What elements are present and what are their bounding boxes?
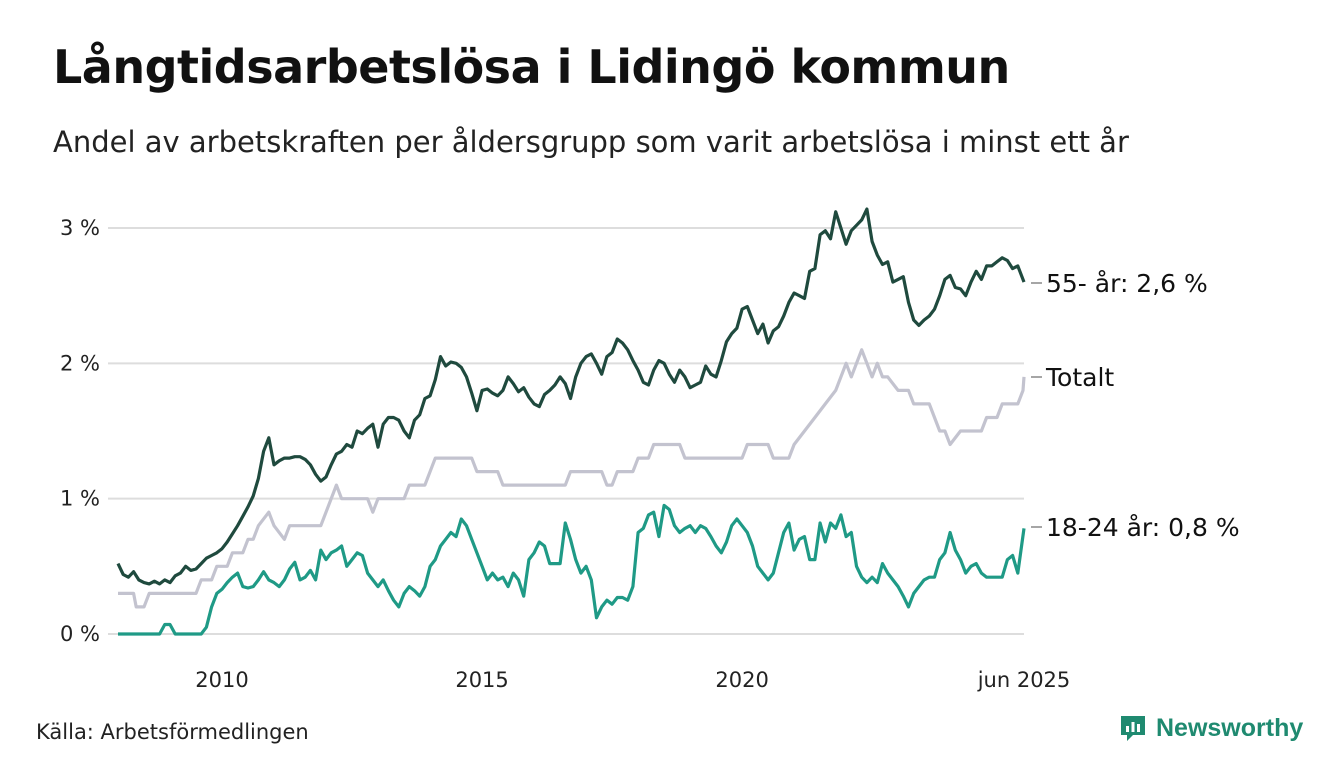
y-axis-ticks: 0 % 1 % 2 % 3 % bbox=[60, 216, 100, 646]
y-tick-label-2: 2 % bbox=[60, 351, 100, 375]
x-axis-ticks: 2010 2015 2020 jun 2025 bbox=[195, 668, 1070, 692]
x-tick-label-0: 2010 bbox=[195, 668, 248, 692]
series-line-2 bbox=[118, 503, 1026, 636]
source-note: Källa: Arbetsförmedlingen bbox=[36, 720, 309, 744]
x-tick-label-3: jun 2025 bbox=[977, 668, 1071, 692]
end-labels: 55- år: 2,6 % Totalt 18-24 år: 0,8 % bbox=[1031, 269, 1240, 542]
x-tick-label-1: 2015 bbox=[455, 668, 508, 692]
x-tick-label-2: 2020 bbox=[715, 668, 768, 692]
newsworthy-logo-icon bbox=[1121, 716, 1145, 741]
chart-title: Långtidsarbetslösa i Lidingö kommun bbox=[53, 40, 1010, 94]
brand-name: Newsworthy bbox=[1156, 713, 1304, 742]
end-label-0: 55- år: 2,6 % bbox=[1046, 269, 1208, 298]
y-tick-label-0: 0 % bbox=[60, 622, 100, 646]
end-label-1: Totalt bbox=[1045, 363, 1114, 392]
y-tick-label-1: 1 % bbox=[60, 487, 100, 511]
series-lines bbox=[116, 207, 1026, 636]
y-tick-label-3: 3 % bbox=[60, 216, 100, 240]
series-line-1 bbox=[118, 348, 1026, 609]
brand-logo: Newsworthy bbox=[1118, 713, 1303, 743]
chart-subtitle: Andel av arbetskraften per åldersgrupp s… bbox=[53, 125, 1129, 159]
end-label-2: 18-24 år: 0,8 % bbox=[1046, 513, 1240, 542]
series-line-0 bbox=[116, 207, 1026, 586]
